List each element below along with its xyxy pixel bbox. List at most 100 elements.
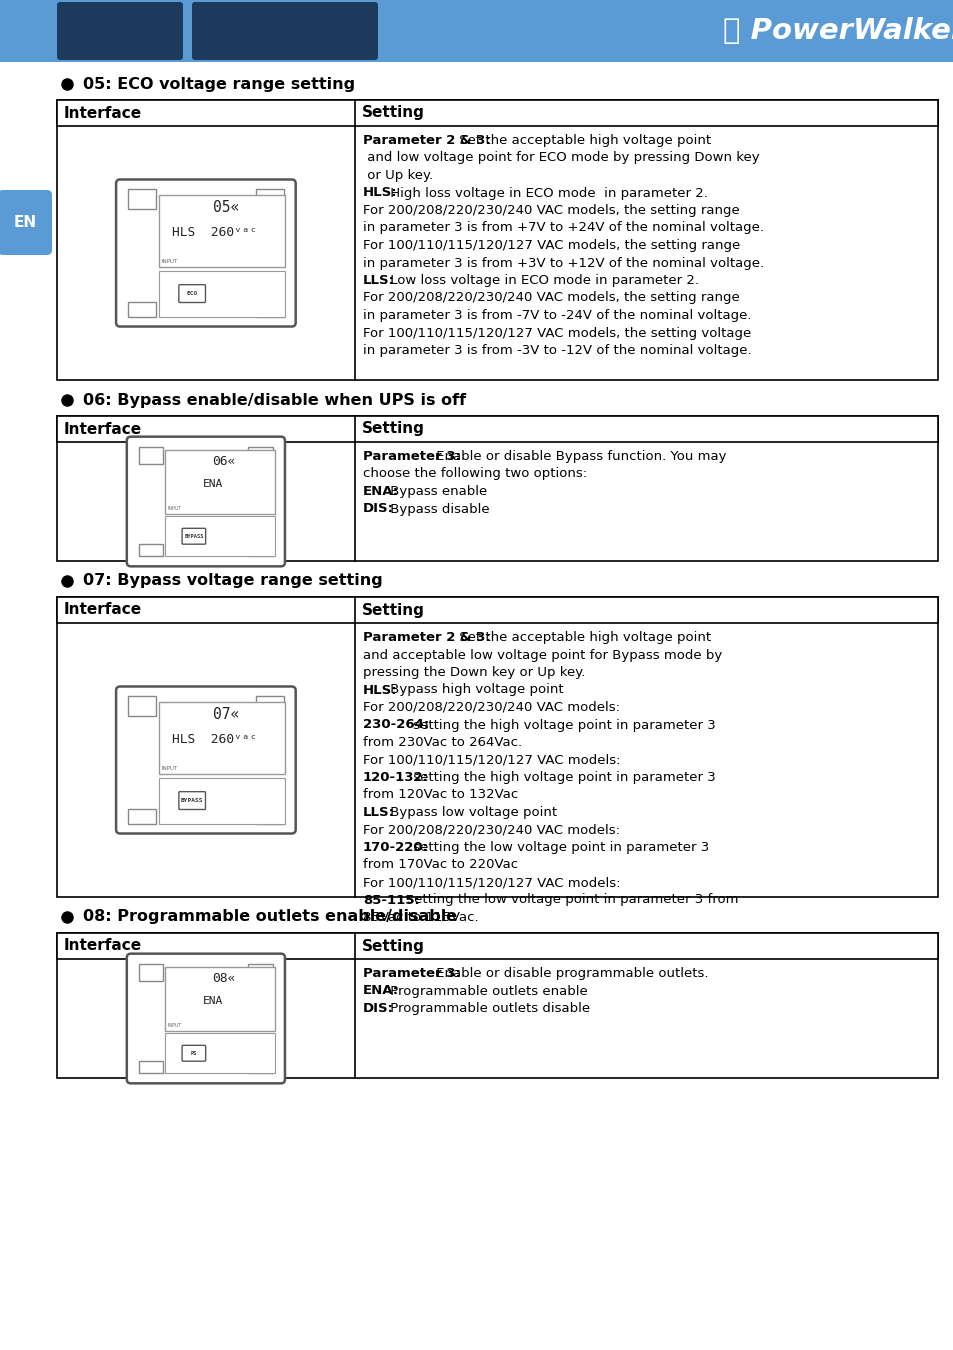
Text: LLS:: LLS: (362, 806, 395, 819)
Text: ECO: ECO (187, 292, 197, 296)
Text: 85Vac to 115Vac.: 85Vac to 115Vac. (362, 911, 477, 923)
Bar (57, 933, 937, 1079)
Text: 120-132:: 120-132: (362, 771, 428, 784)
Text: Bypass disable: Bypass disable (385, 502, 489, 516)
Text: 170-220:: 170-220: (362, 841, 428, 855)
Text: pressing the Down key or Up key.: pressing the Down key or Up key. (362, 666, 584, 679)
Text: Interface: Interface (64, 602, 142, 617)
FancyBboxPatch shape (178, 285, 205, 302)
Text: ⓘ PowerWalker: ⓘ PowerWalker (722, 18, 953, 45)
Bar (57, 100, 937, 126)
Bar (0, 0, 953, 62)
Text: HLS  260ᵛᵃᶜ: HLS 260ᵛᵃᶜ (172, 227, 256, 239)
Text: 08«: 08« (213, 972, 235, 986)
FancyBboxPatch shape (182, 528, 206, 544)
Bar (57, 933, 937, 958)
Text: BYPASS: BYPASS (184, 533, 203, 539)
Text: in parameter 3 is from +7V to +24V of the nominal voltage.: in parameter 3 is from +7V to +24V of th… (362, 221, 763, 235)
Bar (248, 964, 273, 980)
FancyBboxPatch shape (116, 687, 295, 833)
Text: Interface: Interface (64, 105, 142, 120)
Text: Interface: Interface (64, 421, 142, 436)
Text: Parameter 3:: Parameter 3: (362, 450, 460, 463)
Text: Parameter 3:: Parameter 3: (362, 967, 460, 980)
Bar (255, 189, 283, 209)
Text: Low loss voltage in ECO mode in parameter 2.: Low loss voltage in ECO mode in paramete… (385, 274, 698, 288)
Bar (139, 964, 163, 980)
FancyBboxPatch shape (57, 1, 183, 59)
Bar (255, 697, 283, 716)
Text: ENA:: ENA: (362, 984, 398, 998)
Text: For 100/110/115/120/127 VAC models, the setting range: For 100/110/115/120/127 VAC models, the … (362, 239, 740, 252)
Text: 05«: 05« (213, 200, 239, 215)
Text: Bypass enable: Bypass enable (385, 485, 487, 498)
Text: and acceptable low voltage point for Bypass mode by: and acceptable low voltage point for Byp… (362, 648, 721, 662)
Text: INPUT: INPUT (162, 259, 178, 263)
Text: LLS:: LLS: (362, 274, 395, 288)
Text: 06«: 06« (213, 455, 235, 468)
Text: 07«: 07« (213, 707, 239, 722)
Text: PS: PS (191, 1050, 197, 1056)
Text: in parameter 3 is from +3V to +12V of the nominal voltage.: in parameter 3 is from +3V to +12V of th… (362, 256, 763, 270)
Text: BYPASS: BYPASS (181, 798, 203, 803)
Text: Parameter 2 & 3:: Parameter 2 & 3: (362, 630, 490, 644)
Bar (248, 1061, 273, 1073)
Bar (128, 697, 156, 716)
Text: For 200/208/220/230/240 VAC models:: For 200/208/220/230/240 VAC models: (362, 701, 619, 714)
Bar (255, 809, 283, 824)
FancyBboxPatch shape (116, 180, 295, 327)
FancyBboxPatch shape (182, 1045, 206, 1061)
Text: For 100/110/115/120/127 VAC models:: For 100/110/115/120/127 VAC models: (362, 753, 619, 767)
Text: INPUT: INPUT (168, 506, 182, 510)
Bar (158, 194, 284, 267)
Text: Setting: Setting (361, 421, 424, 436)
Bar (158, 702, 284, 774)
Bar (128, 809, 156, 824)
Text: Set the acceptable high voltage point: Set the acceptable high voltage point (455, 630, 710, 644)
Text: 05: ECO voltage range setting: 05: ECO voltage range setting (83, 77, 355, 92)
Bar (248, 447, 273, 463)
Text: from 170Vac to 220Vac: from 170Vac to 220Vac (362, 859, 517, 872)
Text: ENA: ENA (203, 479, 223, 489)
Text: setting the low voltage point in parameter 3 from: setting the low voltage point in paramet… (402, 894, 738, 906)
Text: DIS:: DIS: (362, 502, 394, 516)
Bar (57, 416, 937, 562)
Text: 07: Bypass voltage range setting: 07: Bypass voltage range setting (83, 574, 382, 589)
Text: Bypass high voltage point: Bypass high voltage point (385, 683, 563, 697)
Bar (128, 302, 156, 316)
Bar (139, 1061, 163, 1073)
Text: setting the high voltage point in parameter 3: setting the high voltage point in parame… (408, 771, 715, 784)
Text: and low voltage point for ECO mode by pressing Down key: and low voltage point for ECO mode by pr… (362, 151, 759, 165)
Text: For 100/110/115/120/127 VAC models:: For 100/110/115/120/127 VAC models: (362, 876, 619, 890)
Text: High loss voltage in ECO mode  in parameter 2.: High loss voltage in ECO mode in paramet… (385, 186, 707, 200)
Text: 85-115:: 85-115: (362, 894, 419, 906)
Bar (57, 597, 937, 896)
Bar (139, 447, 163, 463)
Text: Enable or disable Bypass function. You may: Enable or disable Bypass function. You m… (432, 450, 725, 463)
Text: Parameter 2 & 3:: Parameter 2 & 3: (362, 134, 490, 147)
Text: Setting: Setting (361, 938, 424, 953)
Bar (158, 778, 284, 824)
Text: Setting: Setting (361, 602, 424, 617)
Bar (57, 100, 937, 379)
Text: INPUT: INPUT (162, 765, 178, 771)
Bar (139, 544, 163, 556)
Text: or Up key.: or Up key. (362, 169, 433, 182)
Text: ENA:: ENA: (362, 485, 398, 498)
Text: HLS:: HLS: (362, 186, 397, 200)
Bar (165, 451, 274, 513)
Text: from 230Vac to 264Vac.: from 230Vac to 264Vac. (362, 736, 521, 749)
Text: ENA: ENA (203, 996, 223, 1006)
Text: Interface: Interface (64, 938, 142, 953)
Text: in parameter 3 is from -3V to -12V of the nominal voltage.: in parameter 3 is from -3V to -12V of th… (362, 344, 751, 356)
Text: 06: Bypass enable/disable when UPS is off: 06: Bypass enable/disable when UPS is of… (83, 393, 466, 408)
Text: 08: Programmable outlets enable/disable: 08: Programmable outlets enable/disable (83, 910, 456, 925)
Text: HLS:: HLS: (362, 683, 397, 697)
Text: INPUT: INPUT (168, 1023, 182, 1027)
FancyBboxPatch shape (192, 1, 377, 59)
Bar (57, 597, 937, 622)
Text: setting the high voltage point in parameter 3: setting the high voltage point in parame… (408, 718, 715, 732)
Bar (165, 516, 274, 556)
Text: 230-264:: 230-264: (362, 718, 429, 732)
Text: setting the low voltage point in parameter 3: setting the low voltage point in paramet… (408, 841, 708, 855)
